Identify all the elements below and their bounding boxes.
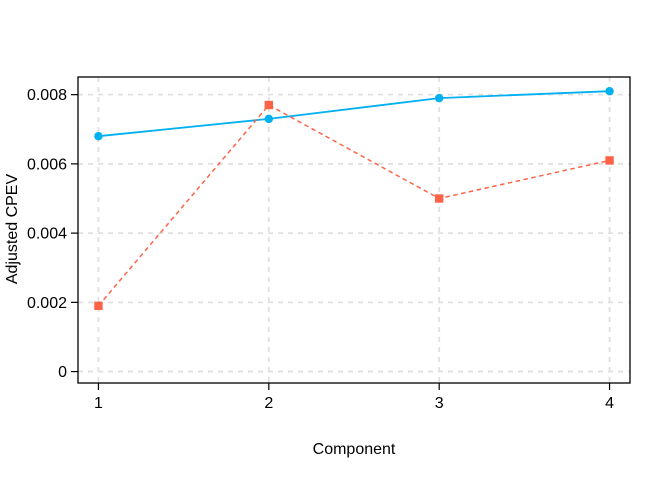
x-tick-label: 4 xyxy=(605,395,614,412)
x-axis: 1 2 3 4 xyxy=(94,383,614,412)
series-2-point xyxy=(605,156,614,165)
series-1-point xyxy=(434,93,444,103)
series-2-line xyxy=(97,104,610,307)
y-axis-title: Adjusted CPEV xyxy=(4,173,21,285)
y-axis: 0 0.002 0.004 0.006 0.008 xyxy=(27,87,78,381)
series-1-line xyxy=(98,90,610,138)
gridlines xyxy=(78,77,630,383)
series-2-point xyxy=(264,100,274,110)
y-tick-label: 0 xyxy=(58,364,67,381)
series-2-point xyxy=(434,194,444,203)
series-1-group xyxy=(94,86,614,141)
y-tick-label: 0.004 xyxy=(27,226,67,243)
series-1-point xyxy=(264,114,274,124)
y-tick-label: 0.002 xyxy=(27,295,67,312)
x-tick-label: 3 xyxy=(435,395,444,412)
series-1-point xyxy=(605,86,614,96)
plot-border xyxy=(77,76,631,384)
series-1-point xyxy=(94,131,103,141)
x-tick-label: 2 xyxy=(264,395,273,412)
y-tick-label: 0.008 xyxy=(27,87,67,104)
x-tick-label: 1 xyxy=(94,395,103,412)
series-2-group xyxy=(94,100,614,311)
x-axis-title: Component xyxy=(312,441,396,458)
y-tick-label: 0.006 xyxy=(27,156,67,173)
series-2-point xyxy=(94,301,103,311)
